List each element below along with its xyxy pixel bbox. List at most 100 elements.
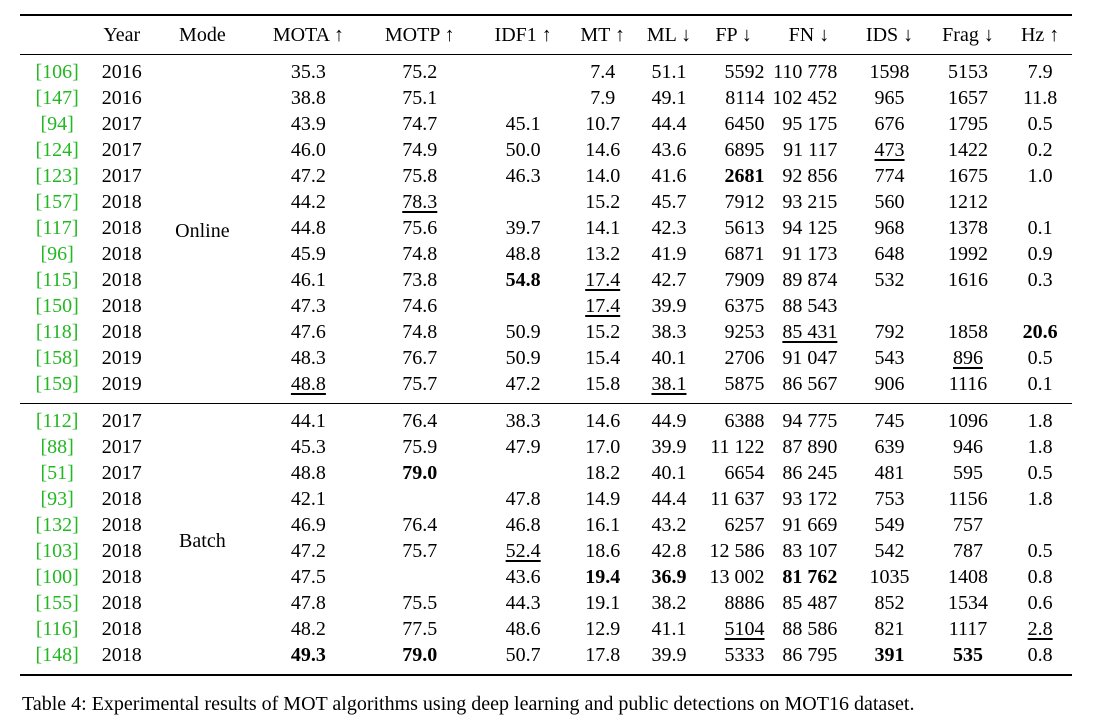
ref-cell[interactable]: [116] <box>20 616 94 642</box>
mota-cell: 38.8 <box>255 85 361 111</box>
fp-value: 8114 <box>725 87 765 109</box>
frag-cell: 1657 <box>928 85 1009 111</box>
fn-value: 83 107 <box>782 540 838 562</box>
mode-cell: Online <box>175 220 230 242</box>
motp-cell: 74.9 <box>361 137 478 163</box>
hz-cell <box>1008 293 1072 319</box>
frag-cell: 1795 <box>928 111 1009 137</box>
mt-cell: 15.2 <box>568 189 637 215</box>
ref-cell[interactable]: [132] <box>20 512 94 538</box>
table-row: [51] 2017 48.8 79.0 18.2 40.1 6654 86 245 481 595… <box>20 460 1072 486</box>
table-row: [112] 2017 Batch 44.1 76.4 38.3 14.6 44.9 6388 94… <box>20 404 1072 552</box>
ml-cell: 49.1 <box>637 85 701 111</box>
ids-cell: 473 <box>851 137 927 163</box>
ref-cell[interactable]: [117] <box>20 215 94 241</box>
ref-cell[interactable]: [155] <box>20 590 94 616</box>
table-row: [115] 2018 46.1 73.8 54.8 17.4 42.7 7909 89 874 5… <box>20 267 1072 293</box>
year-value: 2017 <box>101 113 142 135</box>
ids-value: 1035 <box>869 566 910 588</box>
ids-cell: 745 <box>851 404 927 435</box>
ref-cell[interactable]: [124] <box>20 137 94 163</box>
ids-value: 965 <box>874 87 905 109</box>
ids-value: 745 <box>874 410 905 432</box>
mota-value: 47.2 <box>290 540 326 562</box>
frag-cell: 1096 <box>928 404 1009 435</box>
table-row: [118] 2018 47.6 74.8 50.9 15.2 38.3 9253 85 431 7… <box>20 319 1072 345</box>
motp-value: 78.3 <box>402 191 438 213</box>
ref-cell[interactable]: [94] <box>20 111 94 137</box>
ids-value: 648 <box>874 243 905 265</box>
ref-cell[interactable]: [115] <box>20 267 94 293</box>
ml-value: 49.1 <box>651 87 687 109</box>
mt-value: 12.9 <box>585 618 621 640</box>
ref-cell[interactable]: [103] <box>20 538 94 564</box>
ml-cell: 41.6 <box>637 163 701 189</box>
ref-cell[interactable]: [118] <box>20 319 94 345</box>
mt-value: 13.2 <box>585 243 621 265</box>
ref-cell[interactable]: [106] <box>20 55 94 86</box>
fp-cell: 5592 <box>701 55 767 86</box>
year-value: 2018 <box>101 488 142 510</box>
ref-value: [116] <box>35 618 79 640</box>
ids-cell: 391 <box>851 642 927 675</box>
ref-cell[interactable]: [112] <box>20 404 94 435</box>
ref-cell[interactable]: [123] <box>20 163 94 189</box>
ref-cell[interactable]: [96] <box>20 241 94 267</box>
ref-cell[interactable]: [93] <box>20 486 94 512</box>
fp-value: 5104 <box>724 618 765 640</box>
ref-cell[interactable]: [159] <box>20 371 94 404</box>
ids-value: 968 <box>874 217 905 239</box>
ids-cell: 968 <box>851 215 927 241</box>
mt-cell: 16.1 <box>568 512 637 538</box>
ref-cell[interactable]: [148] <box>20 642 94 675</box>
frag-cell: 535 <box>928 642 1009 675</box>
ref-cell[interactable]: [147] <box>20 85 94 111</box>
year-value: 2017 <box>101 165 142 187</box>
ref-cell[interactable]: [150] <box>20 293 94 319</box>
year-value: 2018 <box>101 514 142 536</box>
frag-cell: 1422 <box>928 137 1009 163</box>
motp-value: 75.6 <box>402 217 438 239</box>
idf1-cell: 45.1 <box>478 111 568 137</box>
mt-value: 17.4 <box>585 295 621 317</box>
ref-cell[interactable]: [158] <box>20 345 94 371</box>
ids-cell: 639 <box>851 434 927 460</box>
year-cell: 2017 <box>94 460 149 486</box>
motp-cell: 75.7 <box>361 538 478 564</box>
ref-cell[interactable]: [51] <box>20 460 94 486</box>
idf1-cell: 50.9 <box>478 319 568 345</box>
ml-value: 41.6 <box>651 165 687 187</box>
motp-value: 75.7 <box>402 373 438 395</box>
ref-cell[interactable]: [88] <box>20 434 94 460</box>
mt-cell: 14.6 <box>568 404 637 435</box>
motp-cell: 75.5 <box>361 590 478 616</box>
mota-value: 47.3 <box>290 295 326 317</box>
year-cell: 2018 <box>94 616 149 642</box>
ml-value: 41.1 <box>651 618 687 640</box>
frag-value: 1212 <box>948 191 988 213</box>
idf1-value: 47.2 <box>505 373 541 395</box>
mota-cell: 48.8 <box>255 371 361 404</box>
ids-value: 821 <box>874 618 905 640</box>
mt-cell: 13.2 <box>568 241 637 267</box>
ref-cell[interactable]: [100] <box>20 564 94 590</box>
ids-cell: 676 <box>851 111 927 137</box>
frag-value: 1657 <box>948 87 988 109</box>
idf1-value: 39.7 <box>505 217 541 239</box>
fn-value: 89 874 <box>782 269 838 291</box>
mt-value: 14.6 <box>585 410 621 432</box>
ml-value: 38.1 <box>651 373 687 395</box>
ids-value: 391 <box>874 644 905 666</box>
mt-cell: 12.9 <box>568 616 637 642</box>
frag-cell: 1675 <box>928 163 1009 189</box>
frag-cell: 1378 <box>928 215 1009 241</box>
idf1-cell <box>478 55 568 86</box>
frag-value: 1116 <box>948 373 988 395</box>
mota-value: 48.8 <box>290 462 326 484</box>
ref-cell[interactable]: [157] <box>20 189 94 215</box>
hz-cell: 0.5 <box>1008 460 1072 486</box>
fp-value: 9253 <box>724 321 765 343</box>
header-mode: Mode <box>179 24 226 46</box>
ids-cell: 1598 <box>851 55 927 86</box>
ml-value: 43.6 <box>651 139 687 161</box>
